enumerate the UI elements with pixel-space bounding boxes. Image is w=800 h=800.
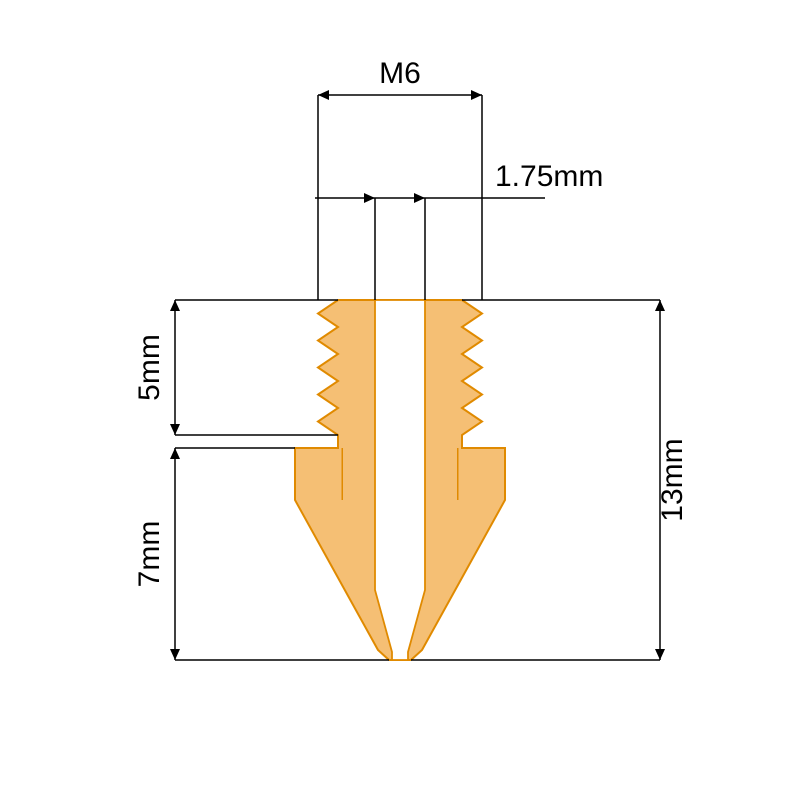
label-lower-len: 7mm <box>133 521 166 588</box>
label-thread-len: 5mm <box>133 334 166 401</box>
nozzle-diagram: M6 1.75mm 5mm 7mm 13mm <box>0 0 800 800</box>
label-thread: M6 <box>379 57 421 90</box>
label-bore: 1.75mm <box>495 160 603 193</box>
nozzle-bore <box>375 300 425 660</box>
label-total-len: 13mm <box>656 438 689 521</box>
